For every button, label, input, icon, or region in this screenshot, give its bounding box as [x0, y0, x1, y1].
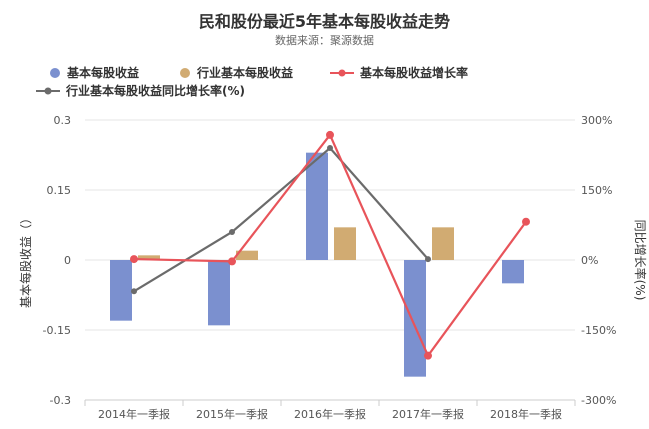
eps-growth-point: [130, 255, 138, 264]
x-tick-label: 2017年一季报: [392, 407, 464, 421]
y-left-tick-label: -0.15: [43, 324, 71, 337]
legend-industry-eps-label: 行业基本每股收益: [196, 65, 293, 80]
industry-growth-line: [133, 146, 429, 293]
eps-growth-point: [326, 130, 334, 139]
eps-growth-point: [228, 257, 236, 266]
y-right-axis-title: 同比增长率(%): [633, 220, 648, 301]
lines: [130, 130, 530, 360]
industry-eps-bar: [334, 227, 356, 260]
eps-bar: [306, 152, 328, 260]
eps-growth-point: [424, 351, 432, 360]
chart-subtitle: 数据来源：聚源数据: [275, 34, 374, 47]
industry-eps-bar: [138, 255, 160, 260]
chart-title: 民和股份最近5年基本每股收益走势: [198, 12, 451, 31]
y-right-tick-label: 300%: [581, 114, 612, 127]
eps-bar: [208, 260, 230, 326]
y-right-tick-label: -300%: [581, 394, 616, 407]
bars: [110, 152, 524, 377]
y-right-tick-label: -150%: [581, 324, 616, 337]
eps-growth-point: [522, 217, 530, 226]
y-right-tick-label: 150%: [581, 184, 612, 197]
industry-growth-point: [131, 288, 137, 295]
legend-industry-growth-marker: [44, 87, 52, 95]
legend-industry-growth-label: 行业基本每股收益同比增长率(%): [65, 83, 245, 98]
legend-industry-eps-marker: [180, 68, 190, 78]
x-tick-label: 2016年一季报: [294, 407, 366, 421]
y-left-tick-label: 0: [64, 254, 71, 267]
y-left-tick-label: 0.3: [54, 114, 72, 127]
eps-bar: [110, 260, 132, 321]
legend-eps-label: 基本每股收益: [66, 65, 139, 80]
industry-eps-bar: [432, 227, 454, 260]
industry-eps-bar: [236, 250, 258, 260]
x-tick-label: 2014年一季报: [98, 407, 170, 421]
y-left-tick-label: 0.15: [47, 184, 72, 197]
industry-growth-point: [229, 229, 235, 235]
x-tick-label: 2015年一季报: [196, 407, 268, 421]
eps-bar: [404, 260, 426, 377]
y-right-tick-label: 0%: [581, 254, 598, 267]
y-left-tick-label: -0.3: [50, 394, 71, 407]
y-left-axis-title: 基本每股收益（）: [18, 212, 33, 308]
industry-growth-point: [327, 145, 333, 151]
legend-eps-marker: [50, 68, 60, 78]
eps-growth-line: [133, 132, 527, 358]
eps-bar: [502, 260, 524, 284]
x-tick-label: 2018年一季报: [490, 407, 562, 421]
legend-eps-growth-label: 基本每股收益增长率: [359, 65, 468, 80]
legend-eps-growth-marker: [338, 69, 346, 77]
industry-growth-point: [425, 256, 431, 263]
axes: 0.3 300% 0.15 150% 0 0% -0.15 -150% -0.3 -300% 201…: [18, 114, 648, 421]
